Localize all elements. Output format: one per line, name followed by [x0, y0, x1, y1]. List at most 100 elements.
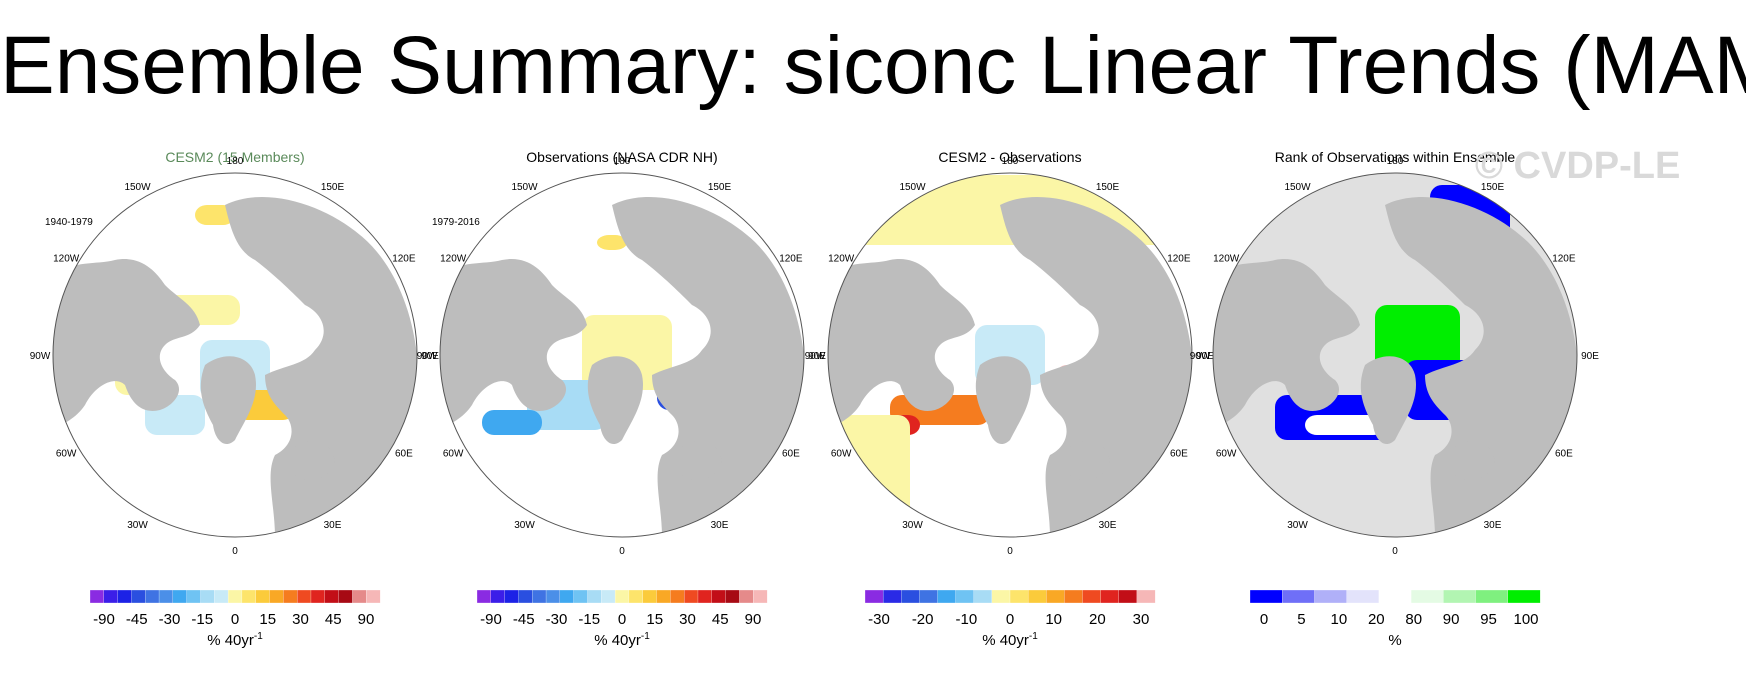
longitude-label: 0 [619, 546, 625, 557]
colorbar-swatch [753, 589, 768, 604]
colorbar-unit: % 40yr-1 [207, 631, 263, 649]
longitude-label: 120W [1213, 254, 1240, 265]
longitude-label: 150E [708, 182, 732, 193]
colorbar-tick-label: 80 [1405, 611, 1422, 628]
colorbar-swatch [1475, 589, 1509, 604]
colorbar-swatch [545, 589, 561, 604]
colorbar-swatch [158, 589, 174, 604]
colorbar-swatch [642, 589, 657, 604]
longitude-label: 60E [1170, 449, 1188, 460]
colorbar-swatch [1282, 589, 1315, 604]
colorbar-swatch [864, 589, 884, 604]
longitude-label: 90W [805, 351, 826, 362]
colorbar-swatch [725, 589, 740, 604]
trend-field [440, 196, 804, 537]
trend-cell [597, 235, 627, 250]
colorbar-swatch [991, 589, 1011, 604]
colorbar-swatch [1249, 589, 1283, 604]
colorbar-swatch [1064, 589, 1083, 604]
longitude-label: 150E [321, 182, 345, 193]
colorbar-swatch [103, 589, 119, 604]
longitude-label: 90E [1581, 351, 1599, 362]
colorbar-swatch [628, 589, 644, 604]
colorbar-swatch [490, 589, 506, 604]
colorbar-swatch [145, 589, 160, 604]
colorbar-swatch [601, 589, 616, 604]
longitude-label: 0 [232, 546, 238, 557]
colorbar-tick-label: 100 [1513, 611, 1538, 628]
map-boundary [52, 172, 418, 538]
longitude-label: 30W [1287, 520, 1308, 531]
colorbar-swatch [1136, 589, 1156, 604]
longitude-label: 90E [421, 351, 439, 362]
map-boundary [827, 172, 1193, 538]
colorbar-swatch [117, 589, 132, 604]
colorbar-swatch [697, 589, 713, 604]
colorbar-tick-label: -30 [546, 611, 568, 628]
unit-superscript: -1 [641, 631, 650, 642]
colorbar-swatch [973, 589, 993, 604]
longitude-label: 180 [1387, 156, 1404, 167]
colorbar-swatch [504, 589, 519, 604]
longitude-label: 60W [443, 449, 464, 460]
colorbar-swatch [1027, 589, 1047, 604]
colorbar-swatch [269, 589, 284, 604]
longitude-label: 180 [1002, 156, 1019, 167]
colorbar-swatch [296, 589, 312, 604]
colorbar-tick-label: 20 [1089, 611, 1106, 628]
colorbar-tick-label: 0 [1260, 611, 1268, 628]
colorbar-swatch [352, 589, 367, 604]
colorbar-swatch [739, 589, 754, 604]
colorbar-tick-label: 0 [231, 611, 239, 628]
panel-period: 1979-2016 [432, 217, 480, 228]
longitude-label: 90W [417, 351, 438, 362]
colorbar-swatch [1082, 589, 1102, 604]
colorbar-tick-label: 45 [325, 611, 342, 628]
colorbar-tick-label: -90 [93, 611, 115, 628]
longitude-label: 120E [1167, 254, 1191, 265]
longitude-label: 120W [828, 254, 855, 265]
colorbar-swatch [532, 589, 547, 604]
panel-period: 1940-1979 [45, 217, 93, 228]
colorbar-swatch [214, 589, 229, 604]
longitude-label: 90W [30, 351, 51, 362]
colorbar-tick-label: -30 [868, 611, 890, 628]
colorbar: 0 5 10 20 80 90 95 100% [1249, 589, 1541, 649]
colorbar-swatch [1443, 589, 1477, 604]
colorbar-swatch [1346, 589, 1380, 604]
colorbar-swatch [1118, 589, 1138, 604]
colorbar-swatch [324, 589, 340, 604]
longitude-label: 30E [1484, 520, 1502, 531]
colorbar-swatch [1046, 589, 1065, 604]
colorbar-tick-label: 30 [679, 611, 696, 628]
colorbar-swatch [476, 589, 492, 604]
polar-map: 180 150E 120E 90E 60E 30E 0 30W 60W 90W 120W 150W [1190, 156, 1600, 557]
colorbar-swatch [559, 589, 575, 604]
longitude-label: 180 [227, 156, 244, 167]
longitude-label: 0 [1392, 546, 1398, 557]
polar-map: 180 150E 120E 90E 60E 30E 0 30W 60W 90W 120W 150W [30, 156, 440, 557]
colorbar-tick-label: 30 [292, 611, 309, 628]
colorbar: -90 -45 -30 -15 0 15 30 45 90 % 40yr-1 [476, 589, 768, 649]
colorbar-tick-label: 20 [1368, 611, 1385, 628]
colorbar-tick-label: 0 [1006, 611, 1014, 628]
colorbar-swatch [1314, 589, 1348, 604]
colorbar-swatch [955, 589, 975, 604]
longitude-label: 90E [808, 351, 826, 362]
colorbar-swatch [670, 589, 685, 604]
longitude-label: 30W [902, 520, 923, 531]
longitude-label: 30E [711, 520, 729, 531]
colorbar-unit: % 40yr-1 [982, 631, 1038, 649]
colorbar-swatch [587, 589, 602, 604]
colorbar-swatch [89, 589, 105, 604]
longitude-label: 120W [53, 254, 80, 265]
panel-4: Rank of Observations within Ensemble1801… [1190, 149, 1600, 649]
colorbar-tick-label: -30 [159, 611, 181, 628]
colorbar-tick-label: 10 [1045, 611, 1062, 628]
colorbar-tick-label: -90 [480, 611, 502, 628]
colorbar-tick-label: 15 [259, 611, 276, 628]
longitude-label: 120W [440, 254, 467, 265]
colorbar-tick-label: -15 [191, 611, 213, 628]
colorbar-swatch [656, 589, 671, 604]
